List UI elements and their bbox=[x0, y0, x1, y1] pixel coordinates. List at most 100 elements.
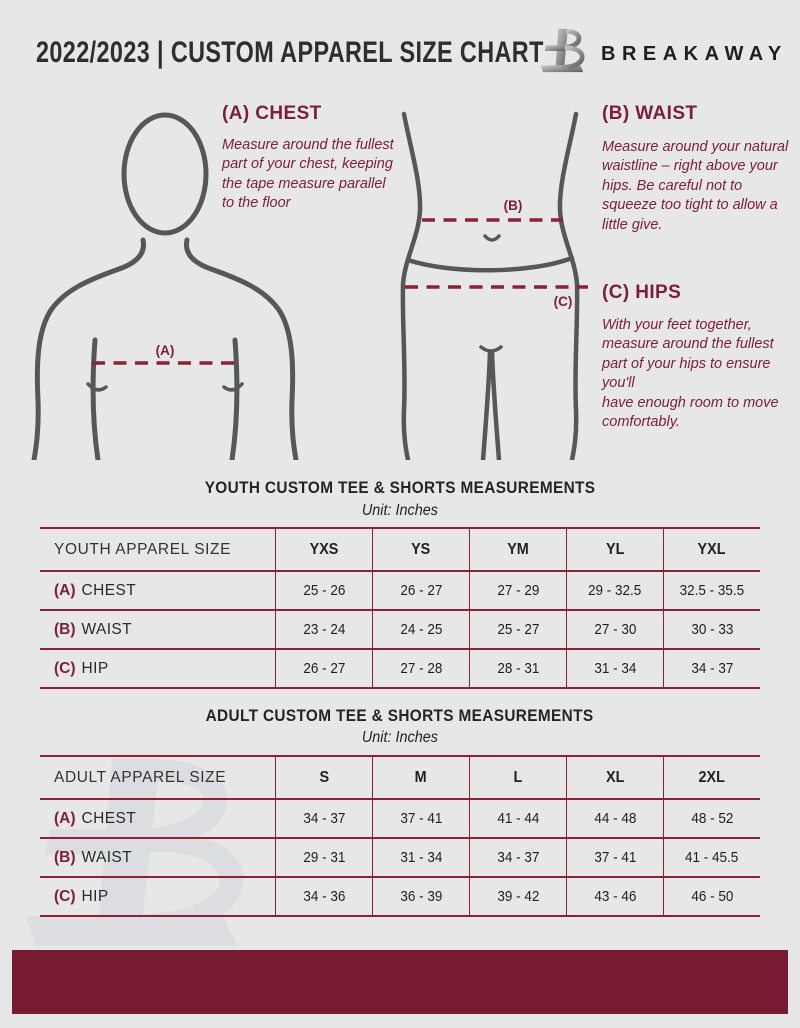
value-cell: 37 - 41 bbox=[566, 839, 663, 876]
value-cell: 27 - 28 bbox=[372, 650, 469, 687]
row-label: CHEST bbox=[81, 581, 137, 599]
value-text: 26 - 27 bbox=[302, 660, 346, 677]
value-cell: 34 - 37 bbox=[469, 839, 566, 876]
row-label-cell: (C) HIP bbox=[40, 650, 275, 687]
waist-guide-text: Measure around your natural waistline – … bbox=[602, 139, 789, 233]
value-cell: 31 - 34 bbox=[372, 839, 469, 876]
adult-table-header-row: ADULT APPAREL SIZE S M L XL 2XL bbox=[40, 757, 760, 798]
breakaway-b-logo-icon bbox=[541, 28, 585, 73]
adult-row-hip: (C) HIP 34 - 36 36 - 39 39 - 42 43 - 46 4… bbox=[40, 876, 760, 915]
value-cell: 26 - 27 bbox=[372, 572, 469, 609]
value-cell: 34 - 37 bbox=[663, 650, 760, 687]
size-label: YS bbox=[411, 540, 431, 558]
value-cell: 27 - 30 bbox=[566, 611, 663, 648]
adult-section-title-text: ADULT CUSTOM TEE & SHORTS MEASUREMENTS bbox=[206, 707, 594, 725]
value-cell: 26 - 27 bbox=[275, 650, 372, 687]
value-cell: 25 - 26 bbox=[275, 572, 372, 609]
row-label: HIP bbox=[81, 659, 109, 677]
adult-size-header-cell: ADULT APPAREL SIZE bbox=[40, 757, 275, 798]
value-cell: 36 - 39 bbox=[372, 878, 469, 915]
youth-section-title-text: YOUTH CUSTOM TEE & SHORTS MEASUREMENTS bbox=[204, 479, 596, 497]
value-text: 34 - 36 bbox=[302, 888, 346, 905]
value-cell: 25 - 27 bbox=[469, 611, 566, 648]
value-cell: 29 - 31 bbox=[275, 839, 372, 876]
youth-section-title: YOUTH CUSTOM TEE & SHORTS MEASUREMENTS bbox=[0, 479, 800, 498]
size-label: YXL bbox=[697, 540, 727, 558]
value-text: 24 - 25 bbox=[399, 621, 443, 638]
row-marker: (C) bbox=[54, 887, 76, 905]
value-cell: 37 - 41 bbox=[372, 800, 469, 837]
value-text: 39 - 42 bbox=[496, 888, 540, 905]
value-text: 27 - 28 bbox=[399, 660, 443, 677]
row-marker: (B) bbox=[54, 620, 76, 638]
brand-name: BREAKAWAY bbox=[601, 43, 788, 65]
value-cell: 29 - 32.5 bbox=[566, 572, 663, 609]
size-label: XL bbox=[605, 768, 625, 786]
footer-bar bbox=[12, 950, 788, 1014]
adult-unit-label: Unit: Inches bbox=[0, 729, 800, 747]
youth-size-col-yxs: YXS bbox=[275, 529, 372, 570]
value-cell: 43 - 46 bbox=[566, 878, 663, 915]
youth-row-hip: (C) HIP 26 - 27 27 - 28 28 - 31 31 - 34 3… bbox=[40, 648, 760, 687]
value-text: 37 - 41 bbox=[593, 849, 637, 866]
youth-unit-text: Unit: Inches bbox=[361, 502, 439, 519]
value-text: 26 - 27 bbox=[399, 582, 443, 599]
adult-row-waist: (B) WAIST 29 - 31 31 - 34 34 - 37 37 - 41… bbox=[40, 837, 760, 876]
hips-guide-heading: (C) HIPS bbox=[602, 282, 682, 303]
page-title-text: 2022/2023 | CUSTOM APPAREL SIZE CHART bbox=[36, 36, 544, 69]
adult-size-table: ADULT APPAREL SIZE S M L XL 2XL (A) CHEST… bbox=[40, 755, 760, 917]
adult-size-col-xl: XL bbox=[566, 757, 663, 798]
row-marker: (C) bbox=[54, 659, 76, 677]
row-label: HIP bbox=[81, 887, 109, 905]
value-text: 27 - 30 bbox=[593, 621, 637, 638]
youth-table-header-row: YOUTH APPAREL SIZE YXS YS YM YL YXL bbox=[40, 529, 760, 570]
row-label: WAIST bbox=[81, 848, 133, 866]
value-text: 46 - 50 bbox=[690, 888, 734, 905]
value-cell: 44 - 48 bbox=[566, 800, 663, 837]
value-cell: 28 - 31 bbox=[469, 650, 566, 687]
size-label: YM bbox=[507, 540, 529, 558]
row-label-cell: (B) WAIST bbox=[40, 839, 275, 876]
value-text: 29 - 32.5 bbox=[588, 582, 642, 599]
value-text: 34 - 37 bbox=[690, 660, 734, 677]
size-label: M bbox=[414, 768, 427, 786]
adult-size-col-l: L bbox=[469, 757, 566, 798]
waist-guide-heading: (B) WAIST bbox=[602, 103, 698, 124]
value-cell: 30 - 33 bbox=[663, 611, 760, 648]
adult-size-header-text: ADULT APPAREL SIZE bbox=[54, 768, 227, 786]
value-cell: 34 - 37 bbox=[275, 800, 372, 837]
value-text: 48 - 52 bbox=[690, 810, 734, 827]
value-text: 44 - 48 bbox=[593, 810, 637, 827]
youth-size-col-yl: YL bbox=[566, 529, 663, 570]
value-text: 25 - 26 bbox=[302, 582, 346, 599]
youth-row-chest: (A) CHEST 25 - 26 26 - 27 27 - 29 29 - 32… bbox=[40, 570, 760, 609]
adult-unit-text: Unit: Inches bbox=[361, 729, 439, 746]
value-cell: 24 - 25 bbox=[372, 611, 469, 648]
adult-section-title: ADULT CUSTOM TEE & SHORTS MEASUREMENTS bbox=[0, 707, 800, 726]
value-text: 41 - 45.5 bbox=[685, 849, 739, 866]
chest-guide-heading: (A) CHEST bbox=[222, 103, 322, 124]
value-text: 34 - 37 bbox=[496, 849, 540, 866]
adult-size-col-2xl: 2XL bbox=[663, 757, 760, 798]
row-marker: (B) bbox=[54, 848, 76, 866]
hips-guide-text: With your feet together, measure around … bbox=[602, 317, 779, 431]
youth-size-header-text: YOUTH APPAREL SIZE bbox=[54, 540, 232, 558]
value-text: 32.5 - 35.5 bbox=[679, 582, 745, 599]
adult-size-col-m: M bbox=[372, 757, 469, 798]
row-label-cell: (C) HIP bbox=[40, 878, 275, 915]
upper-body-figure: (A) bbox=[31, 112, 299, 460]
size-label: S bbox=[319, 768, 329, 786]
row-label: CHEST bbox=[81, 809, 137, 827]
value-cell: 46 - 50 bbox=[663, 878, 760, 915]
value-text: 30 - 33 bbox=[690, 621, 734, 638]
value-text: 31 - 34 bbox=[399, 849, 443, 866]
youth-size-header-cell: YOUTH APPAREL SIZE bbox=[40, 529, 275, 570]
lower-body-figure: (B) (C) bbox=[400, 111, 588, 460]
youth-size-col-ys: YS bbox=[372, 529, 469, 570]
youth-size-table: YOUTH APPAREL SIZE YXS YS YM YL YXL (A) C… bbox=[40, 527, 760, 689]
size-label: 2XL bbox=[698, 768, 726, 786]
value-cell: 39 - 42 bbox=[469, 878, 566, 915]
value-cell: 34 - 36 bbox=[275, 878, 372, 915]
value-cell: 23 - 24 bbox=[275, 611, 372, 648]
value-text: 28 - 31 bbox=[496, 660, 540, 677]
